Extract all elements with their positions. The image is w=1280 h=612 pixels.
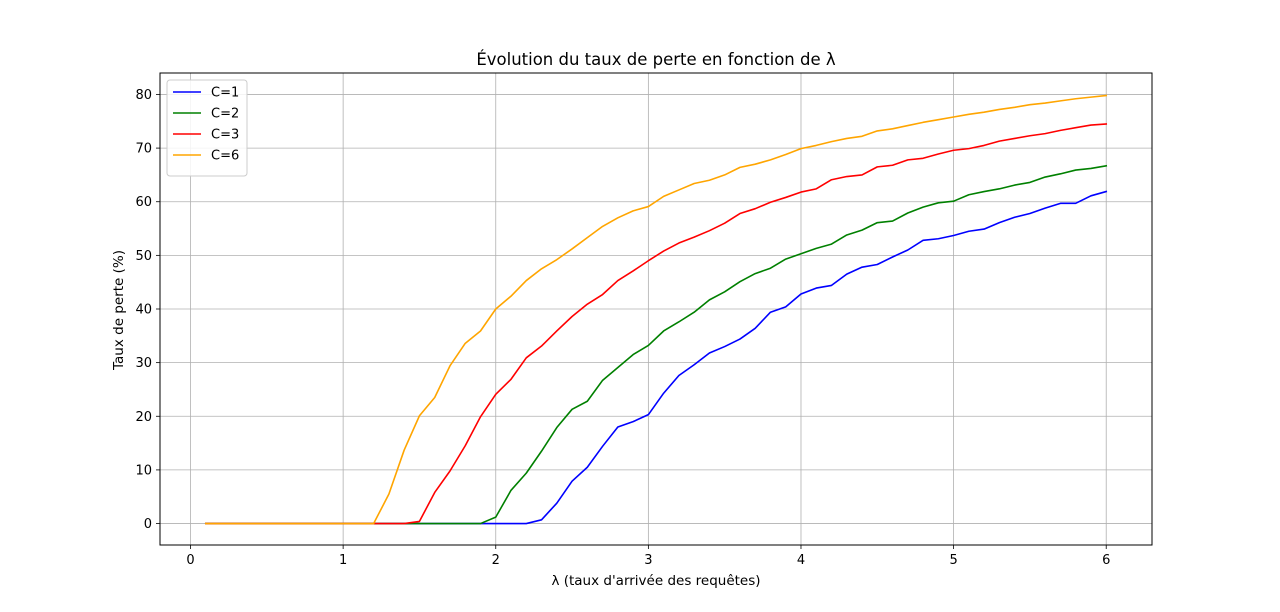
legend-box (166, 79, 248, 177)
legend-label: C=6 (211, 149, 239, 164)
y-tick-label: 30 (135, 356, 152, 371)
legend-label: C=3 (211, 128, 239, 143)
series-lines (204, 94, 1108, 525)
x-axis-label: λ (taux d'arrivée des requêtes) (551, 573, 760, 589)
y-tick-label: 70 (135, 142, 152, 157)
y-tick-label: 60 (135, 195, 152, 210)
y-tick-label: 50 (135, 249, 152, 264)
x-tick-label: 3 (644, 553, 652, 568)
x-tick-label: 1 (339, 553, 347, 568)
y-tick-label: 20 (135, 410, 152, 425)
y-axis: 0 10 20 30 40 50 60 70 80 (135, 88, 160, 532)
y-tick-label: 40 (135, 303, 152, 318)
y-tick-label: 80 (135, 88, 152, 103)
x-tick-label: 2 (492, 553, 500, 568)
y-tick-label: 10 (135, 463, 152, 478)
x-tick-label: 0 (186, 553, 194, 568)
legend-label: C=1 (211, 86, 239, 101)
series-line-c6 (204, 94, 1108, 525)
x-tick-label: 4 (797, 553, 805, 568)
legend-label: C=2 (211, 107, 239, 122)
x-tick-label: 5 (949, 553, 957, 568)
legend: C=1 C=2 C=3 C=6 (166, 79, 248, 177)
chart-title: Évolution du taux de perte en fonction d… (476, 50, 836, 69)
y-tick-label: 0 (144, 517, 152, 532)
x-axis: 0 1 2 3 4 5 6 (186, 545, 1110, 568)
x-tick-label: 6 (1102, 553, 1110, 568)
y-axis-label: Taux de perte (%) (111, 250, 127, 371)
